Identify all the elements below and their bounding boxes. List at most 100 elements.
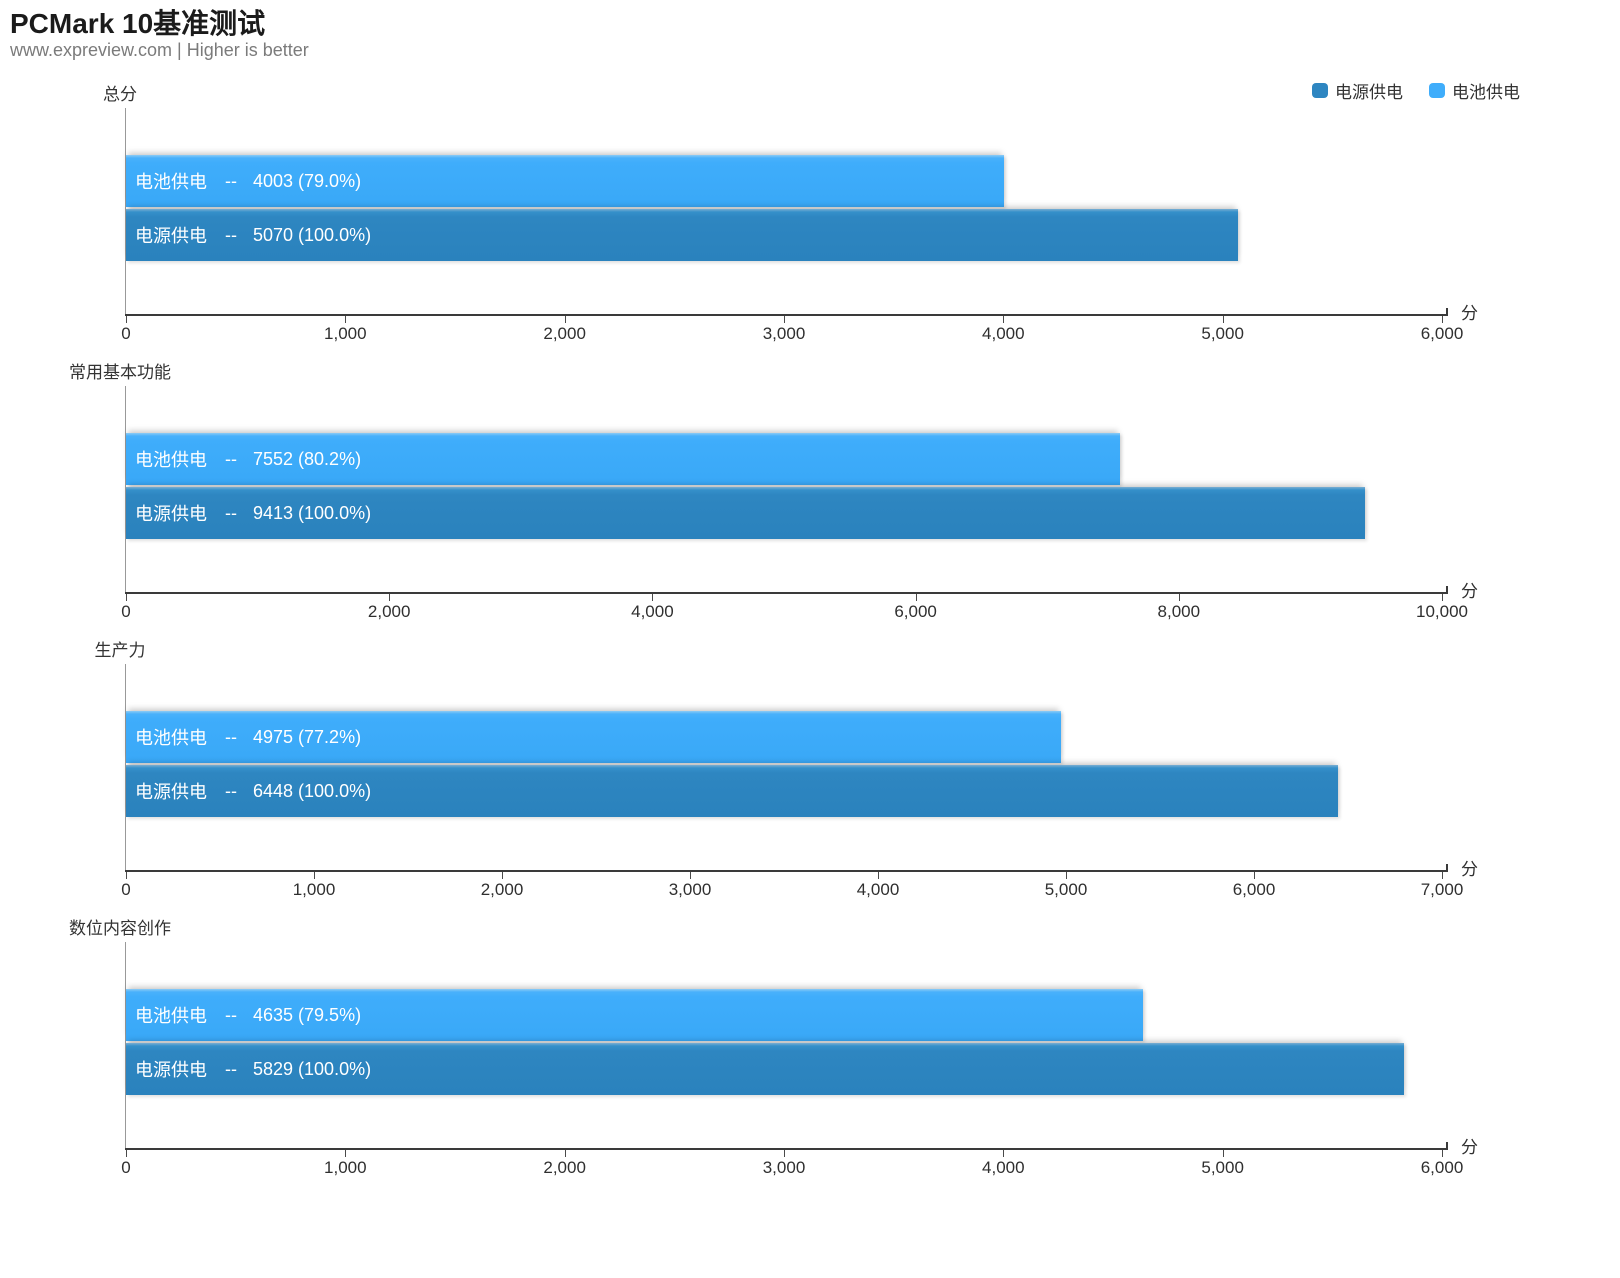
tick-mark [126,594,127,601]
bar-separator: -- [225,1004,237,1025]
bar-series-name: 电源供电 [135,226,207,246]
x-axis-line [125,864,1448,872]
bar-value-label: 4003 (79.0%) [253,170,362,191]
plot: 电池供电 -- 4975 (77.2%) 电源供电 -- 6448 (100.0%) 分 … [121,664,1478,899]
page-subtitle: www.expreview.com | Higher is better [10,40,309,60]
bar-ac: 电源供电 -- 5829 (100.0%) [126,1043,1405,1095]
bar-series-name: 电池供电 [135,1006,207,1026]
tick-mark [389,594,391,601]
chart: 生产力 电池供电 -- 4975 (77.2%) 电源供电 -- 6448 (100.0%… [0,636,1620,914]
tick-label: 5,000 [1044,880,1088,899]
x-axis-line [125,586,1448,594]
tick-mark [1222,1150,1224,1157]
legend-swatch [1312,83,1328,98]
bar-ac: 电源供电 -- 6448 (100.0%) [126,765,1339,817]
tick-label: 7,000 [1420,880,1464,899]
bar-value-label: 7552 (80.2%) [253,448,362,469]
tick-label: 6,000 [894,602,937,621]
bar-group: 电池供电 -- 4635 (79.5%) 电源供电 -- 5829 (100.0%) [126,989,1442,1097]
bar-value-label: 5829 (100.0%) [253,1058,372,1079]
page-title: PCMark 10基准测试 [10,8,266,39]
bar-separator: -- [225,780,237,801]
bar-value-label: 4975 (77.2%) [253,726,362,747]
tick-label: 0 [121,602,131,621]
bar-group: 电池供电 -- 4003 (79.0%) 电源供电 -- 5070 (100.0%) [126,155,1442,263]
chart: 常用基本功能 电池供电 -- 7552 (80.2%) 电源供电 -- 9413 (100… [0,358,1620,636]
axis-unit-label: 分 [1461,304,1478,323]
legend-label: 电源供电 [1335,83,1403,102]
chart-title: 生产力 [94,641,146,660]
tick-mark [314,872,315,879]
axis-unit-label: 分 [1461,582,1478,601]
tick-mark [652,594,654,601]
tick-label: 2,000 [543,1158,586,1177]
legend-label: 电池供电 [1452,83,1520,102]
bar-separator: -- [225,1058,237,1079]
bar-value-label: 9413 (100.0%) [253,502,372,523]
bar-battery: 电池供电 -- 4003 (79.0%) [126,155,1005,207]
plot: 电池供电 -- 4635 (79.5%) 电源供电 -- 5829 (100.0%) 分 … [121,942,1478,1177]
tick-mark [1442,594,1443,601]
bar-separator: -- [225,448,237,469]
bar-series-name: 电源供电 [135,504,207,524]
axis-unit-label: 分 [1461,860,1478,879]
tick-mark [784,316,785,323]
legend-item-ac-power[interactable]: 电源供电 [1312,78,1403,103]
tick-label: 10,000 [1416,602,1468,621]
bar-series-name: 电源供电 [135,1060,207,1080]
chart-title: 常用基本功能 [69,363,171,382]
tick-mark [564,1150,566,1157]
bar-separator: -- [225,224,237,245]
tick-label: 8,000 [1157,602,1201,621]
bar-series-name: 电池供电 [135,172,207,192]
tick-label: 0 [121,880,131,899]
bar-battery: 电池供电 -- 4975 (77.2%) [126,711,1062,763]
axis-unit-label: 分 [1461,1138,1478,1157]
tick-label: 5,000 [1201,1158,1244,1177]
tick-label: 1,000 [292,880,336,899]
bar-series-name: 电池供电 [135,728,207,748]
tick-label: 1,000 [324,1158,367,1177]
legend: 电源供电 电池供电 [1312,78,1520,103]
tick-label: 4,000 [856,880,900,899]
x-axis-line [125,308,1448,316]
tick-mark [502,872,503,879]
chart-title: 数位内容创作 [69,919,171,938]
tick-mark [564,316,566,323]
bar-separator: -- [225,726,237,747]
tick-mark [126,1150,127,1157]
tick-mark [1178,594,1180,601]
tick-label: 6,000 [1420,1158,1464,1177]
plot: 电池供电 -- 7552 (80.2%) 电源供电 -- 9413 (100.0%) 分 … [121,386,1478,621]
tick-mark [690,872,691,879]
bar-separator: -- [225,170,237,191]
bar-series-name: 电池供电 [135,450,207,470]
x-axis-line [125,1142,1448,1150]
tick-mark [1254,872,1255,879]
chart: 数位内容创作 电池供电 -- 4635 (79.5%) 电源供电 -- 5829 (100… [0,914,1620,1192]
tick-label: 2,000 [367,602,411,621]
chart: 总分 电池供电 -- 4003 (79.0%) 电源供电 -- 5070 (100.0%)… [0,80,1620,358]
tick-mark [1003,1150,1005,1157]
tick-label: 5,000 [1201,324,1244,343]
tick-mark [878,872,879,879]
tick-label: 4,000 [982,324,1025,343]
tick-mark [1442,316,1443,323]
tick-label: 6,000 [1232,880,1276,899]
tick-label: 3,000 [762,324,806,343]
bar-value-label: 6448 (100.0%) [253,780,372,801]
bar-value-label: 4635 (79.5%) [253,1004,362,1025]
tick-mark [1222,316,1224,323]
tick-label: 4,000 [631,602,674,621]
legend-item-battery-power[interactable]: 电池供电 [1429,78,1520,103]
tick-label: 3,000 [762,1158,806,1177]
tick-label: 2,000 [543,324,586,343]
tick-label: 3,000 [668,880,712,899]
tick-mark [126,872,127,879]
plot: 电池供电 -- 4003 (79.0%) 电源供电 -- 5070 (100.0%) 分 … [121,108,1478,343]
bar-value-label: 5070 (100.0%) [253,224,372,245]
tick-mark [784,1150,785,1157]
tick-label: 4,000 [982,1158,1025,1177]
bar-group: 电池供电 -- 7552 (80.2%) 电源供电 -- 9413 (100.0%) [126,433,1442,541]
